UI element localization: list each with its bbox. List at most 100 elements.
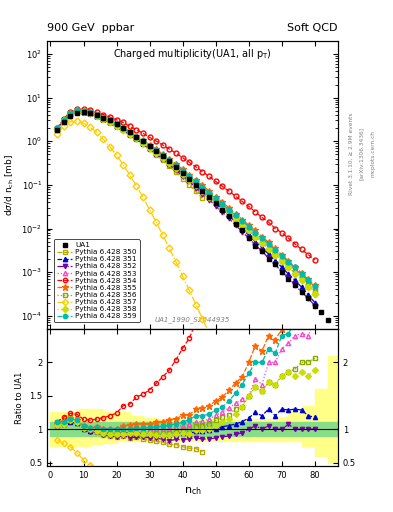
Pythia 6.428 355	[260, 233, 264, 240]
Pythia 6.428 353	[154, 148, 159, 154]
Pythia 6.428 359	[253, 230, 258, 236]
Pythia 6.428 354	[180, 155, 185, 161]
Pythia 6.428 357	[260, 443, 264, 450]
Pythia 6.428 356	[279, 258, 284, 264]
UA1	[273, 261, 277, 267]
Pythia 6.428 356	[127, 131, 132, 137]
Pythia 6.428 357	[154, 219, 159, 225]
Pythia 6.428 357	[55, 131, 59, 137]
Pythia 6.428 354	[114, 117, 119, 123]
Pythia 6.428 354	[312, 257, 317, 263]
Pythia 6.428 352	[293, 282, 298, 288]
Pythia 6.428 359	[312, 283, 317, 289]
Pythia 6.428 356	[293, 270, 298, 276]
Pythia 6.428 358	[240, 222, 244, 228]
Pythia 6.428 354	[299, 246, 304, 252]
Pythia 6.428 356	[312, 289, 317, 295]
UA1	[326, 317, 331, 323]
Pythia 6.428 359	[266, 241, 271, 247]
Pythia 6.428 350	[61, 116, 66, 122]
Pythia 6.428 351	[279, 264, 284, 270]
Pythia 6.428 358	[101, 116, 106, 122]
Pythia 6.428 357	[220, 358, 225, 365]
Pythia 6.428 356	[233, 216, 238, 222]
Pythia 6.428 352	[160, 156, 165, 162]
Pythia 6.428 357	[134, 183, 139, 189]
Pythia 6.428 357	[167, 245, 172, 251]
Pythia 6.428 351	[187, 177, 192, 183]
Pythia 6.428 353	[227, 208, 231, 214]
Line: Pythia 6.428 353: Pythia 6.428 353	[55, 108, 317, 290]
Pythia 6.428 358	[75, 108, 79, 114]
Pythia 6.428 355	[227, 205, 231, 211]
Pythia 6.428 358	[147, 144, 152, 151]
Pythia 6.428 358	[299, 277, 304, 283]
Pythia 6.428 352	[246, 235, 251, 241]
Pythia 6.428 356	[273, 252, 277, 258]
Pythia 6.428 350	[75, 107, 79, 113]
Pythia 6.428 352	[68, 111, 73, 117]
Pythia 6.428 355	[75, 108, 79, 114]
Pythia 6.428 352	[134, 136, 139, 142]
Pythia 6.428 356	[187, 176, 192, 182]
Pythia 6.428 358	[279, 258, 284, 264]
Pythia 6.428 358	[154, 150, 159, 156]
Pythia 6.428 356	[94, 113, 99, 119]
Pythia 6.428 353	[94, 112, 99, 118]
Pythia 6.428 359	[147, 142, 152, 148]
Pythia 6.428 356	[213, 198, 218, 204]
Pythia 6.428 351	[75, 108, 79, 114]
Pythia 6.428 353	[253, 232, 258, 238]
Pythia 6.428 355	[147, 141, 152, 147]
Pythia 6.428 353	[233, 215, 238, 221]
Pythia 6.428 354	[266, 219, 271, 225]
Pythia 6.428 352	[127, 132, 132, 138]
Pythia 6.428 354	[293, 241, 298, 247]
UA1	[240, 227, 244, 233]
Pythia 6.428 352	[227, 216, 231, 222]
Pythia 6.428 358	[68, 111, 73, 117]
Pythia 6.428 351	[286, 271, 291, 277]
Pythia 6.428 357	[193, 302, 198, 308]
Line: Pythia 6.428 355: Pythia 6.428 355	[53, 107, 318, 289]
Pythia 6.428 355	[312, 282, 317, 288]
Pythia 6.428 352	[273, 261, 277, 267]
Pythia 6.428 354	[207, 173, 211, 179]
UA1	[75, 110, 79, 116]
Pythia 6.428 353	[88, 110, 92, 116]
Pythia 6.428 354	[61, 116, 66, 122]
Pythia 6.428 353	[286, 260, 291, 266]
Pythia 6.428 352	[233, 222, 238, 228]
Text: 900 GeV  ppbar: 900 GeV ppbar	[47, 23, 134, 33]
Pythia 6.428 353	[108, 118, 112, 124]
Pythia 6.428 350	[88, 110, 92, 116]
Pythia 6.428 350	[167, 163, 172, 169]
Pythia 6.428 353	[180, 168, 185, 175]
Pythia 6.428 354	[273, 225, 277, 231]
Pythia 6.428 359	[207, 189, 211, 196]
Pythia 6.428 357	[180, 273, 185, 280]
Pythia 6.428 352	[193, 184, 198, 190]
Pythia 6.428 354	[127, 123, 132, 130]
Pythia 6.428 358	[167, 160, 172, 166]
Pythia 6.428 354	[187, 159, 192, 165]
UA1	[180, 169, 185, 176]
Pythia 6.428 358	[286, 264, 291, 270]
Pythia 6.428 354	[306, 252, 310, 258]
Pythia 6.428 359	[200, 184, 205, 190]
Pythia 6.428 359	[187, 173, 192, 179]
Pythia 6.428 358	[227, 210, 231, 217]
UA1	[207, 194, 211, 200]
X-axis label: n$_{\rm ch}$: n$_{\rm ch}$	[184, 485, 202, 497]
UA1	[160, 153, 165, 159]
Pythia 6.428 357	[227, 372, 231, 378]
Pythia 6.428 354	[220, 183, 225, 189]
Pythia 6.428 358	[134, 135, 139, 141]
Pythia 6.428 355	[187, 172, 192, 178]
Pythia 6.428 354	[260, 215, 264, 221]
Pythia 6.428 359	[94, 112, 99, 118]
Pythia 6.428 352	[180, 173, 185, 179]
Pythia 6.428 352	[154, 151, 159, 157]
Pythia 6.428 354	[101, 112, 106, 118]
Pythia 6.428 355	[266, 239, 271, 245]
